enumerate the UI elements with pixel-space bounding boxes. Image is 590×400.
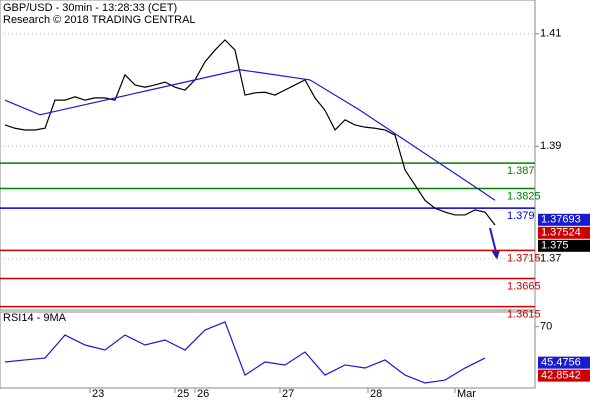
price-marker [538,239,590,252]
price-marker-label: 42.8542 [541,370,581,382]
series-line [4,39,496,226]
x-tick-label: 26 [197,388,209,400]
x-tick-label: 25 [177,388,189,400]
price-marker [538,226,590,239]
level-label: 1.3825 [507,190,541,202]
x-tick-label: 23 [92,388,104,400]
y-tick-label: 70 [540,321,552,333]
price-marker [538,213,590,226]
y-tick-label: 1.39 [540,140,561,152]
price-marker-label: 1.37693 [541,214,581,226]
price-marker [538,356,590,369]
x-tick-label: 27 [282,388,294,400]
rsi-panel [0,311,536,389]
x-tick-label: 28 [370,388,382,400]
rsi-title: RSI14 - 9MA [3,312,67,324]
series-line [4,69,496,201]
price-panel [0,0,536,311]
price-marker-label: 1.37524 [541,227,581,239]
chart-title: GBP/USD - 30min - 13:28:33 (CET) [3,2,177,14]
x-tick-label: Mar [457,388,476,400]
y-tick-label: 1.37 [540,253,561,265]
price-marker [538,369,590,382]
level-label: 1.3665 [507,280,541,292]
chart-subtitle: Research © 2018 TRADING CENTRAL [3,14,196,26]
level-label: 1.387 [507,165,535,177]
level-label: 1.379 [507,210,535,222]
price-marker-label: 1.375 [541,240,569,252]
level-label: 1.3715 [507,252,541,264]
arrow-head [491,250,500,260]
series-line [4,321,486,384]
price-marker-label: 45.4756 [541,357,581,369]
arrow [489,227,497,253]
y-tick-label: 1.41 [540,28,561,40]
level-label: 1.3615 [507,309,541,321]
